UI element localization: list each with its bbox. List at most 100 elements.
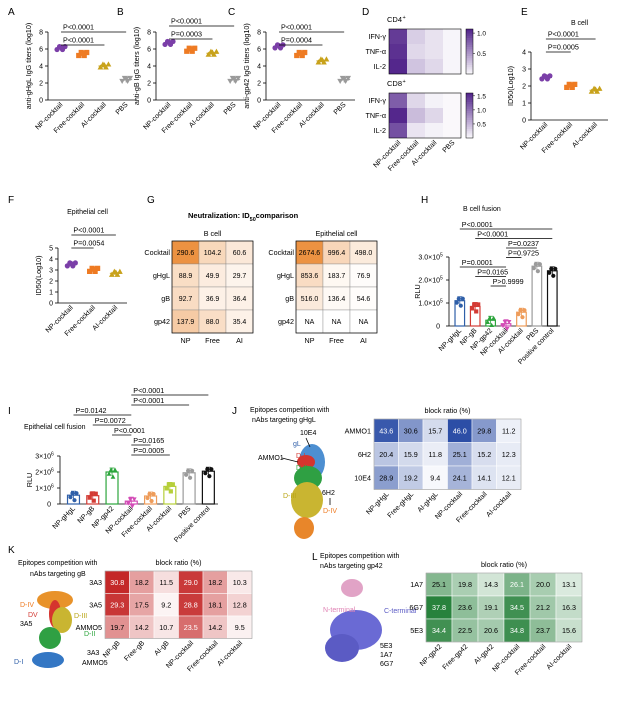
data-point: [592, 86, 599, 92]
data-point: [119, 78, 126, 85]
data-point: [227, 78, 234, 85]
y-tick-label: 3×10: [35, 454, 51, 461]
panel-letter-D: D: [362, 7, 369, 18]
data-point: [341, 76, 348, 82]
heatmap-row-label: IFN-γ: [368, 32, 386, 41]
data-point: [231, 76, 238, 82]
colorbar-segment: [466, 106, 473, 110]
heatmap-cell-value: 22.5: [458, 626, 472, 635]
colorbar-segment: [466, 131, 473, 134]
p-value-label: P=0.0001: [462, 258, 493, 267]
y-axis-label: anti-gB IgG titers (log10): [132, 27, 141, 105]
domain-label: D-II: [84, 631, 95, 638]
heatmap-cell-value: 28.9: [379, 473, 393, 482]
data-point: [474, 309, 479, 314]
heatmap-cell: [443, 93, 461, 108]
y-tick-label: 0: [436, 324, 440, 331]
table-col-label: Free: [205, 336, 220, 345]
data-point: [596, 85, 603, 91]
data-point: [188, 46, 194, 52]
heatmap-cell-value: 30.6: [404, 426, 418, 435]
heatmap-cell-value: 15.2: [477, 450, 491, 459]
heatmap-cell-value: 9.4: [430, 473, 440, 482]
heatmap-cell-value: 21.2: [536, 603, 550, 612]
table-cell-value: 35.4: [233, 319, 247, 326]
panel-letter-C: C: [228, 7, 235, 18]
heatmap-cell: [407, 93, 425, 108]
table-col-label: AI: [360, 336, 367, 345]
table-cell-value: 183.7: [328, 273, 346, 280]
p-value-label: P<0.0001: [133, 396, 164, 405]
heatmap-cell-value: 11.2: [502, 426, 515, 435]
x-tick-label: AI-cocktail: [216, 640, 244, 668]
colorbar-segment: [466, 67, 473, 70]
y-tick-label: 6: [147, 47, 151, 54]
data-point: [551, 273, 556, 278]
DII-domain: [39, 627, 61, 649]
y-tick-label: 8: [147, 30, 151, 37]
data-point: [127, 497, 133, 502]
heatmap-block-title-sup: +: [403, 15, 406, 21]
y-tick-label: 3: [49, 268, 53, 275]
data-point: [125, 501, 131, 506]
epitope-label: 6G7: [380, 661, 393, 668]
x-tick-label: Free-gp42: [442, 643, 470, 671]
data-point: [87, 495, 92, 500]
data-point: [105, 61, 112, 67]
heatmap-cell-value: 23.6: [458, 603, 472, 612]
heatmap-row-label: TNF-α: [365, 47, 386, 56]
colorbar-segment: [466, 65, 473, 68]
data-point: [276, 43, 282, 49]
table-col-label: AI: [236, 336, 243, 345]
data-point: [112, 467, 118, 472]
table-row-label: gHgL: [153, 271, 170, 280]
heatmap-cell-value: 46.0: [453, 426, 467, 435]
data-point: [112, 269, 119, 275]
p-value-label: P=0.0165: [133, 436, 164, 445]
table-cell-value: 996.4: [328, 250, 346, 257]
data-point: [189, 468, 195, 473]
y-tick-label: 2.0×10: [418, 278, 440, 285]
colorbar-segment: [466, 95, 473, 98]
panel-letter-H: H: [421, 195, 428, 206]
data-point: [298, 50, 304, 56]
y-tick-label: 8: [257, 30, 261, 37]
heatmap-cell-value: 43.6: [379, 426, 393, 435]
colorbar-label: 1.5: [477, 93, 486, 100]
table-row-label: gp42: [154, 317, 170, 326]
table-row-label: Cocktail: [268, 248, 294, 257]
colorbar-segment: [466, 58, 473, 61]
colorbar-segment: [466, 133, 473, 137]
heatmap-row-label: 3A5: [89, 600, 102, 609]
domain-label: gL: [293, 441, 301, 448]
heatmap-cell-value: 18.2: [135, 578, 149, 587]
panel-title-tail: comparison: [256, 211, 299, 220]
data-point: [58, 44, 64, 50]
p-value-label: P<0.0001: [63, 36, 94, 45]
x-tick-label: PBS: [178, 505, 193, 520]
table-title: B cell: [204, 229, 222, 238]
data-point: [458, 303, 463, 308]
p-value-label: P<0.0001: [114, 426, 145, 435]
domain-label: D-I: [14, 659, 23, 666]
pointer: [305, 437, 311, 448]
DIII-domain: [52, 607, 72, 633]
data-point: [518, 308, 523, 313]
y-tick-label: 4: [257, 64, 261, 71]
y-tick-exponent: 5: [440, 253, 443, 259]
colorbar-segment: [466, 99, 473, 103]
heatmap-cell: [389, 123, 407, 138]
data-point: [147, 491, 152, 497]
colorbar-segment: [466, 111, 473, 114]
p-value-label: P<0.0001: [133, 386, 164, 395]
data-point: [203, 471, 208, 476]
heatmap-row-label: IL-2: [374, 62, 386, 71]
heatmap-cell: [389, 108, 407, 123]
p-value-label: P=0.0165: [477, 268, 508, 277]
x-tick-label: AI-gp42: [473, 643, 495, 665]
bar: [546, 270, 558, 327]
x-tick-label: AI-gHgL: [417, 491, 440, 514]
heatmap-cell: [389, 29, 407, 44]
data-point: [205, 51, 212, 57]
domain-label: DV: [28, 612, 38, 619]
